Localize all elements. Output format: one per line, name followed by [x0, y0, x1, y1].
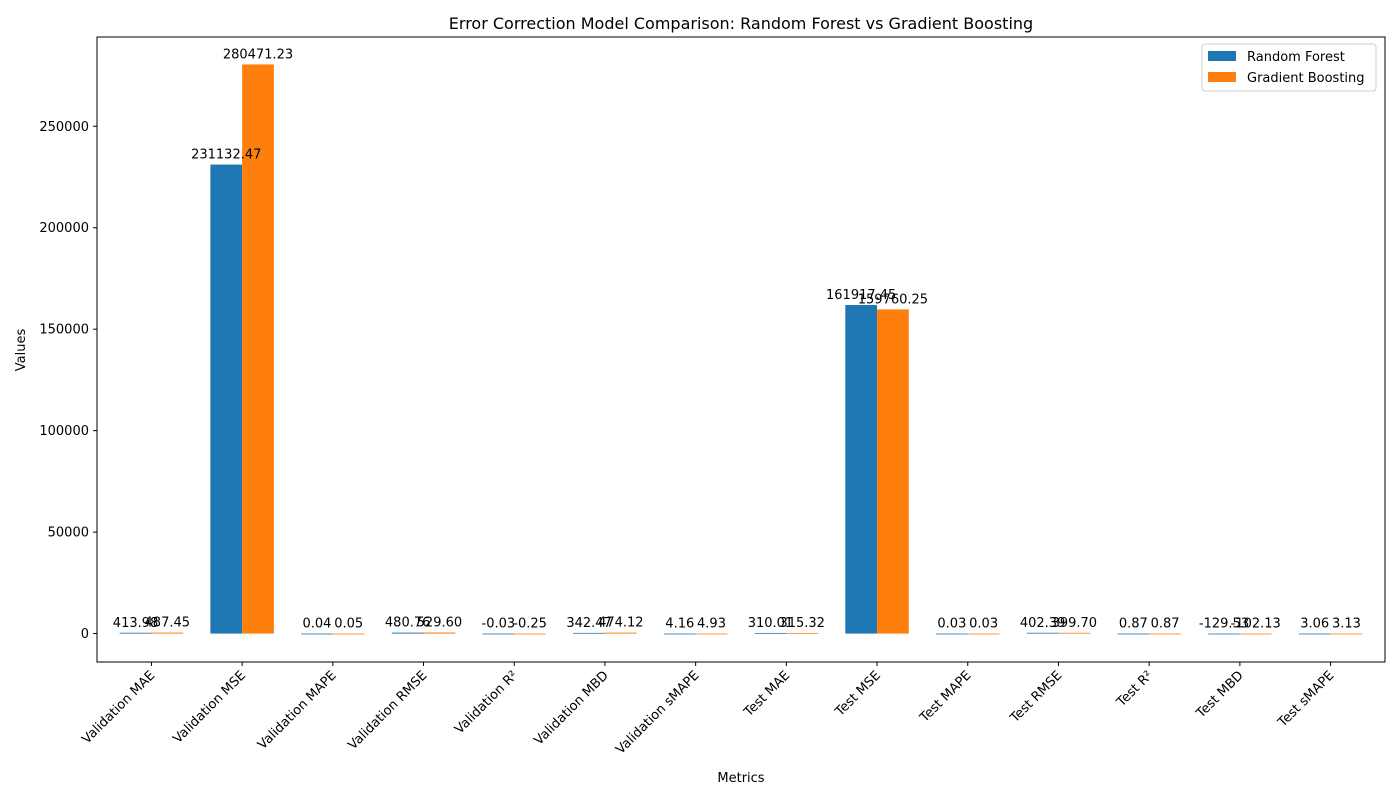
chart-title: Error Correction Model Comparison: Rando… [449, 14, 1033, 33]
bar-gradient-boosting [151, 632, 184, 634]
data-label: -102.13 [1231, 617, 1281, 632]
plot-frame [96, 36, 1386, 663]
bar-random-forest [1208, 633, 1240, 635]
bar-random-forest [1298, 633, 1331, 635]
bar-gradient-boosting [604, 632, 637, 634]
bar-gradient-boosting [786, 632, 819, 634]
bar-random-forest [573, 632, 605, 634]
bar-random-forest [1117, 633, 1150, 635]
bar-random-forest [936, 633, 968, 635]
bar-gradient-boosting [967, 633, 1000, 635]
data-label: 161917.45 [826, 288, 896, 303]
legend-label: Random Forest [1247, 50, 1345, 65]
bar-random-forest [663, 633, 696, 635]
bar-random-forest [482, 633, 515, 635]
data-label: 0.87 [1151, 617, 1180, 632]
bar-gradient-boosting [695, 633, 728, 635]
bar-gradient-boosting [1058, 632, 1091, 634]
bar-random-forest [210, 164, 243, 634]
data-label: 0.87 [1119, 617, 1148, 632]
bar-random-forest [301, 633, 333, 635]
data-label: 231132.47 [191, 148, 261, 163]
data-label: 310.01 [748, 616, 794, 631]
legend-label: Gradient Boosting [1247, 71, 1365, 86]
data-label: 4.93 [697, 617, 726, 632]
y-tick-label: 0 [81, 627, 89, 642]
bar-random-forest [754, 632, 787, 634]
legend-swatch [1208, 51, 1236, 61]
legend: Random Forest Gradient Boosting [1201, 43, 1377, 92]
bar-gradient-boosting [332, 633, 365, 635]
bar-gradient-boosting [1330, 633, 1363, 635]
bar-random-forest [391, 632, 424, 634]
data-label: 0.03 [937, 617, 966, 632]
data-label: -0.03 [482, 617, 516, 632]
data-label: 480.76 [385, 616, 431, 631]
data-label: 3.06 [1300, 617, 1329, 632]
data-label: 402.39 [1020, 616, 1066, 631]
bars-layer [119, 64, 1363, 635]
bar-gradient-boosting [1239, 633, 1272, 635]
y-tick-label: 50000 [48, 526, 89, 541]
x-axis-label: Metrics [717, 771, 764, 786]
y-tick-label: 200000 [39, 221, 89, 236]
data-label: 0.03 [969, 617, 998, 632]
y-tick-label: 150000 [39, 323, 89, 338]
data-label: 315.32 [779, 616, 825, 631]
bar-gradient-boosting [514, 633, 546, 635]
bar-gradient-boosting [423, 632, 456, 634]
bar-gradient-boosting [1149, 633, 1181, 635]
y-tick-label: 100000 [39, 424, 89, 439]
bar-gradient-boosting [242, 64, 274, 634]
data-label: 0.05 [334, 617, 363, 632]
y-axis-label: Values [14, 329, 29, 372]
data-label: 413.98 [113, 616, 159, 631]
data-label: 159760.25 [858, 292, 928, 307]
bar-gradient-boosting [877, 309, 909, 634]
bar-random-forest [1026, 632, 1059, 634]
bar-random-forest [119, 632, 152, 634]
data-label: -0.25 [513, 617, 547, 632]
legend-swatch [1208, 72, 1236, 82]
data-label: 342.47 [566, 616, 612, 631]
data-label: 280471.23 [223, 47, 293, 62]
legend-box [1201, 43, 1377, 92]
data-label: -129.53 [1199, 617, 1249, 632]
data-label: 4.16 [665, 617, 694, 632]
data-label: 0.04 [302, 617, 331, 632]
data-label: 474.12 [598, 616, 644, 631]
data-labels-layer: 413.98 231132.47 0.04 480.76 -0.03 342.47 4.16… [113, 47, 1361, 631]
data-label: 529.60 [417, 616, 463, 631]
data-label: 399.70 [1052, 616, 1098, 631]
bar-random-forest [845, 305, 878, 634]
data-label: 487.45 [145, 616, 191, 631]
data-label: 3.13 [1332, 617, 1361, 632]
y-tick-label: 250000 [39, 120, 89, 135]
